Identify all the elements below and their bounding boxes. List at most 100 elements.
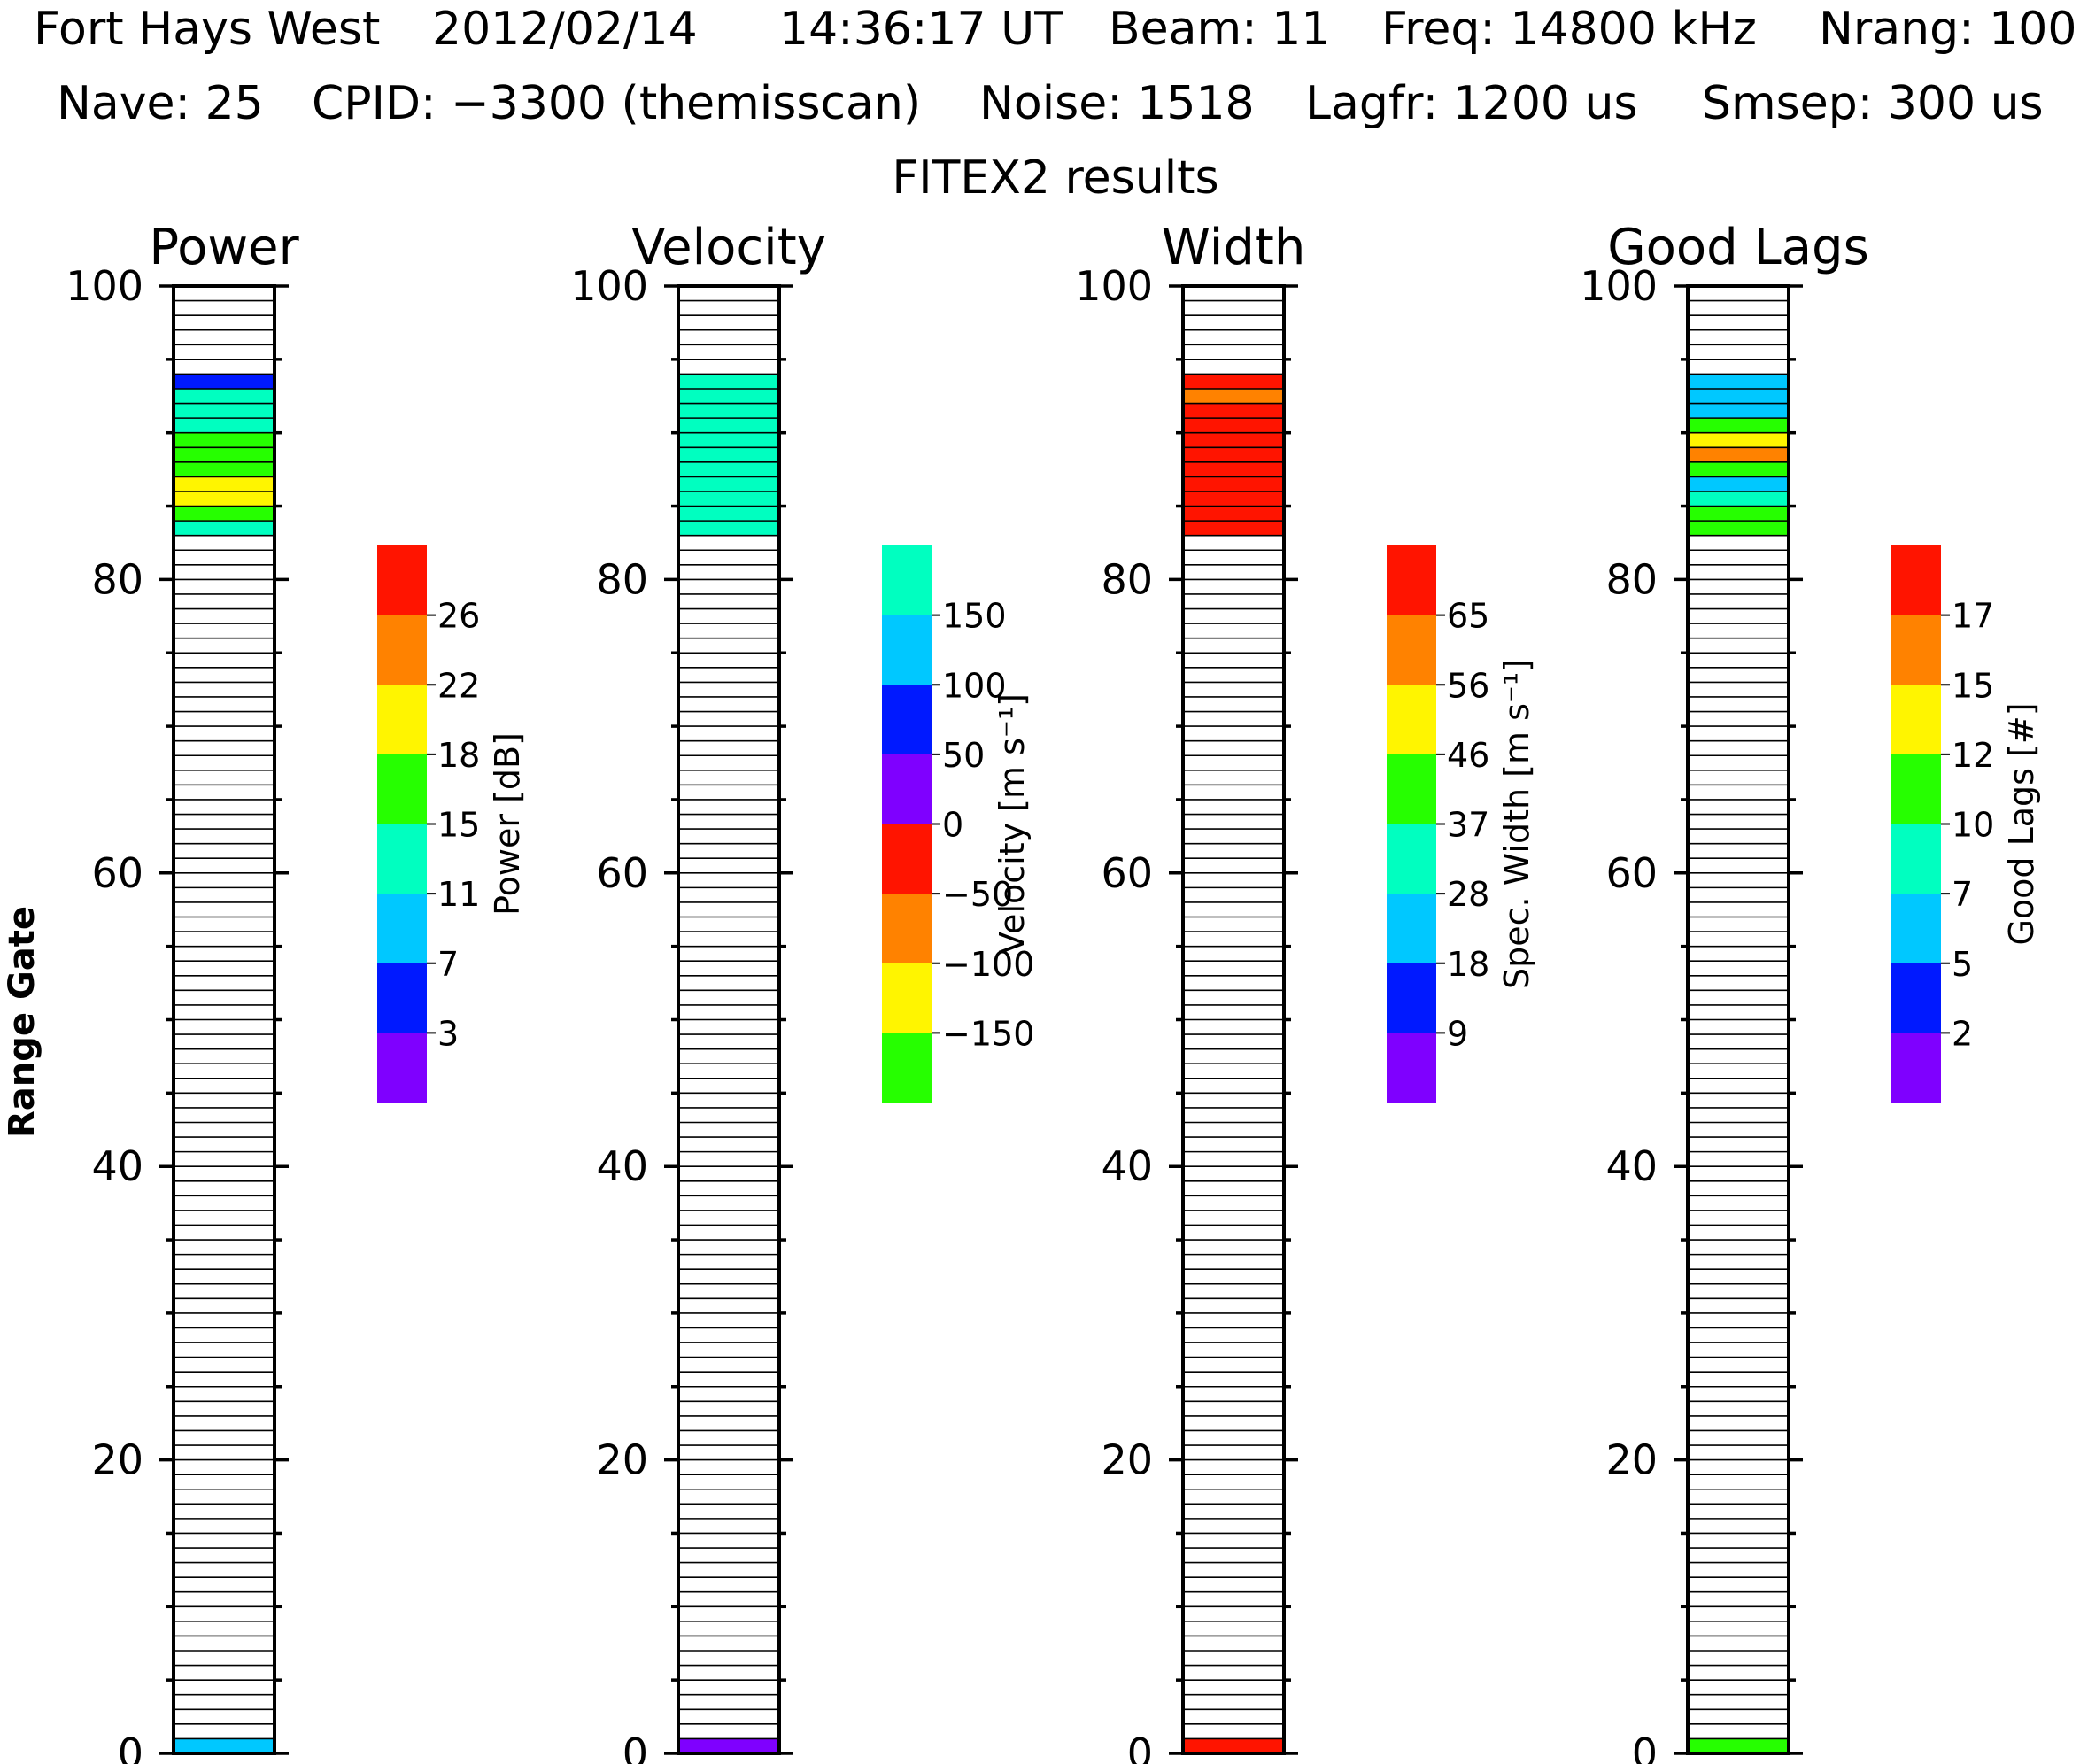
gate-cell [174, 388, 274, 404]
colorbar-segment [1891, 754, 1941, 824]
gate-cell [1688, 506, 1789, 522]
gate-cell [1183, 403, 1284, 419]
colorbar-tick-label: 150 [942, 597, 1007, 636]
colorbar-segment [1387, 1033, 1436, 1102]
gate-cell [1688, 461, 1789, 477]
colorbar-tick-label: 3 [437, 1014, 459, 1053]
colorbar-segment [1387, 685, 1436, 754]
y-tick-label: 100 [1580, 262, 1658, 310]
y-tick-label: 60 [91, 849, 143, 897]
gate-cell [1183, 418, 1284, 433]
header-date: 2012/02/14 [432, 3, 698, 56]
colorbar-segment [882, 685, 932, 754]
colorbar-segment [1891, 894, 1941, 963]
colorbar-tick-label: 46 [1447, 736, 1489, 775]
gate-cell [678, 491, 779, 507]
y-axis-label: Range Gate [2, 906, 43, 1138]
gate-cell [174, 403, 274, 419]
colorbar-tick-label: 18 [437, 736, 480, 775]
colorbar-segment [1387, 824, 1436, 894]
panel-0: Power 0 20 40 60 80 100 3 7 11 15 18 22 26 Power [dB] [66, 219, 527, 1764]
gate-cell [1688, 388, 1789, 404]
panel-3: Good Lags 0 20 40 60 80 100 2 5 7 10 12 15 17 Good Lag… [1580, 219, 2041, 1764]
colorbar-segment [1891, 824, 1941, 894]
panel-title: Velocity [631, 219, 826, 276]
colorbar-segment [1387, 615, 1436, 685]
colorbar-tick-label: −100 [942, 945, 1034, 984]
header-beam: Beam: 11 [1109, 3, 1330, 56]
gate-cell [1688, 491, 1789, 507]
y-tick-label: 60 [596, 849, 648, 897]
gate-cell [1688, 418, 1789, 433]
colorbar-segment [377, 615, 427, 685]
colorbar-segment [377, 545, 427, 615]
y-tick-label: 40 [1605, 1142, 1658, 1190]
colorbar-tick-label: 56 [1447, 666, 1489, 705]
colorbar-segment [882, 545, 932, 615]
gate-cell [678, 403, 779, 419]
gate-cell [1183, 447, 1284, 462]
gate-cell [678, 1738, 779, 1753]
colorbar-tick-label: 65 [1447, 597, 1489, 636]
colorbar-segment [882, 615, 932, 685]
gate-cell [1183, 388, 1284, 404]
colorbar-segment [377, 685, 427, 754]
colorbar-tick-label: 15 [437, 806, 480, 845]
gate-cell [678, 447, 779, 462]
gate-cell [678, 506, 779, 522]
colorbar-segment [882, 1033, 932, 1102]
y-tick-label: 20 [1605, 1436, 1658, 1484]
gate-cell [678, 521, 779, 536]
header-nave: Nave: 25 [57, 77, 264, 130]
gate-cell [1183, 374, 1284, 389]
gate-cell [1183, 506, 1284, 522]
gate-cell [1183, 476, 1284, 491]
gate-cell [1688, 447, 1789, 462]
gate-cell [1688, 374, 1789, 389]
colorbar-title: Spec. Width [m s⁻¹] [1497, 659, 1536, 989]
gate-cell [1688, 1738, 1789, 1753]
panel-title: Width [1162, 219, 1306, 276]
y-tick-label: 20 [1101, 1436, 1153, 1484]
gate-cell [678, 374, 779, 389]
colorbar-tick-label: 28 [1447, 875, 1489, 914]
y-tick-label: 20 [91, 1436, 143, 1484]
gate-cell [678, 388, 779, 404]
gate-cell [678, 476, 779, 491]
colorbar-title: Velocity [m s⁻¹] [993, 693, 1032, 955]
colorbar-segment [377, 824, 427, 894]
y-tick-label: 0 [622, 1729, 648, 1764]
colorbar-tick-label: −50 [942, 875, 1013, 914]
header-nrang: Nrang: 100 [1819, 3, 2076, 56]
panel-1: Velocity 0 20 40 60 80 100 −150 −100 −50 0 50 100 150… [570, 219, 1034, 1764]
colorbar-segment [1891, 1033, 1941, 1102]
gate-cell [174, 418, 274, 433]
colorbar-tick-label: 100 [942, 666, 1007, 705]
gate-cell [174, 491, 274, 507]
y-tick-label: 100 [1075, 262, 1153, 310]
colorbar-segment [1891, 545, 1941, 615]
gate-cell [678, 432, 779, 448]
y-tick-label: 40 [596, 1142, 648, 1190]
colorbar-title: Power [dB] [488, 732, 527, 916]
colorbar-tick-label: 10 [1952, 806, 1994, 845]
y-tick-label: 80 [1605, 555, 1658, 603]
colorbar-segment [1891, 685, 1941, 754]
y-tick-label: 20 [596, 1436, 648, 1484]
colorbar-segment [882, 963, 932, 1033]
gate-cell [174, 374, 274, 389]
colorbar-segment [1387, 963, 1436, 1033]
colorbar-tick-label: 2 [1952, 1014, 1973, 1053]
colorbar-segment [1387, 545, 1436, 615]
y-tick-label: 60 [1605, 849, 1658, 897]
colorbar-segment [1891, 615, 1941, 685]
colorbar-tick-label: 11 [437, 875, 480, 914]
y-tick-label: 80 [91, 555, 143, 603]
colorbar-segment [882, 824, 932, 894]
panel-title: Power [149, 219, 299, 276]
y-tick-label: 40 [91, 1142, 143, 1190]
colorbar-tick-label: −150 [942, 1014, 1034, 1053]
header-subtitle: FITEX2 results [892, 151, 1218, 205]
gate-cell [1183, 1738, 1284, 1753]
